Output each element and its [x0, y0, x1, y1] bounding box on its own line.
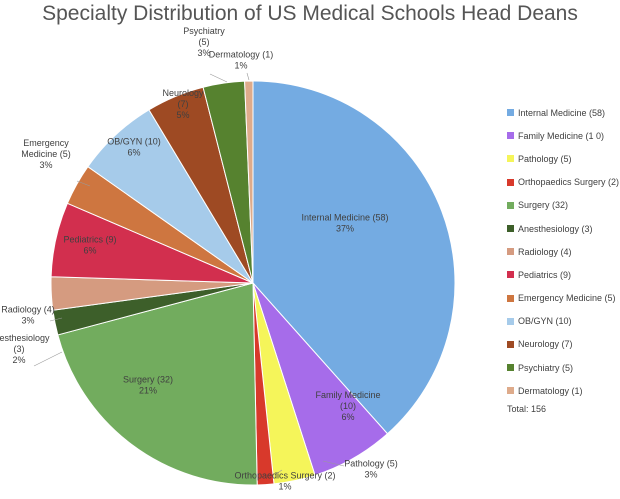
legend-swatch	[507, 340, 514, 348]
legend-label: OB/GYN (10)	[518, 316, 572, 327]
legend-swatch	[507, 364, 514, 372]
leader-line-radiology	[49, 317, 63, 322]
legend-label: Neurology (7)	[518, 339, 573, 350]
legend-label: Emergency Medicine (5)	[518, 293, 616, 304]
legend-item-pediatrics: Pediatrics (9)	[507, 263, 619, 286]
leader-line-pathology	[322, 460, 345, 467]
data-label-pediatrics: Pediatrics (9) 6%	[63, 235, 116, 256]
data-label-ob-gyn: OB/GYN (10) 6%	[107, 137, 161, 158]
legend-item-radiology: Radiology (4)	[507, 240, 619, 263]
legend-label: Pathology (5)	[518, 153, 572, 164]
pie-chart: Internal Medicine (58) 37% Family Medicine…	[0, 26, 456, 492]
legend-item-surgery: Surgery (32)	[507, 194, 619, 217]
data-label-dermatology: Dermatology (1) 1%	[209, 50, 274, 71]
leader-line-psychiatry	[209, 73, 228, 83]
legend-item-neurology: Neurology (7)	[507, 333, 619, 356]
legend-swatch	[507, 201, 514, 209]
data-label-neurology: Neurology (7) 5%	[162, 88, 204, 120]
data-label-anesthesiology: Anesthesiology(3)2%	[0, 333, 50, 365]
data-label-psychiatry: Psychiatry (5) 3%	[183, 26, 225, 58]
data-label-radiology: Radiology (4) 3%	[1, 305, 55, 326]
legend-swatch	[507, 178, 514, 186]
legend-swatch	[507, 225, 514, 233]
leader-line-emergency-medicine	[76, 180, 91, 187]
legend-item-emergency-medicine: Emergency Medicine (5)	[507, 287, 619, 310]
legend-label: Anesthesiology (3)	[518, 223, 593, 234]
legend-swatch	[507, 248, 514, 256]
pie-slice-internal-medicine	[252, 80, 456, 435]
data-label-internal-medicine: Internal Medicine (58) 37%	[301, 213, 388, 234]
legend-label: Surgery (32)	[518, 200, 569, 211]
leader-line-orthopaedics-surgery	[275, 469, 283, 475]
leader-line-dermatology	[246, 72, 250, 81]
data-label-emergency-medicine: Emergency Medicine (5) 3%	[21, 138, 71, 170]
leader-line-anesthesiology	[33, 351, 63, 367]
data-label-surgery: Surgery (32) 21%	[123, 375, 173, 396]
legend-item-pathology: Pathology (5)	[507, 147, 619, 170]
legend: Internal Medicine (58) Family Medicine (1…	[507, 101, 619, 414]
legend-item-anesthesiology: Anesthesiology (3)	[507, 217, 619, 240]
legend-swatch	[507, 387, 514, 395]
legend-item-internal-medicine: Internal Medicine (58)	[507, 101, 619, 124]
legend-label: Family Medicine (1 0)	[518, 130, 605, 141]
pie-slice-surgery	[57, 282, 258, 486]
chart-title: Specialty Distribution of US Medical Sch…	[42, 2, 578, 25]
legend-item-family-medicine: Family Medicine (1 0)	[507, 124, 619, 147]
legend-swatch	[507, 271, 514, 279]
legend-label: Internal Medicine (58)	[518, 107, 606, 118]
legend-label: Psychiatry (5)	[518, 362, 574, 373]
legend-label: Orthopaedics Surgery (2)	[518, 177, 620, 188]
legend-item-orthopaedics-surgery: Orthopaedics Surgery (2)	[507, 171, 619, 194]
legend-label: Dermatology (1)	[518, 385, 583, 396]
legend-swatch	[507, 155, 514, 163]
legend-swatch	[507, 294, 514, 302]
data-label-orthopaedics-surgery: Orthopaedics Surgery (2) 1%	[234, 471, 335, 492]
data-label-pathology: Pathology (5) 3%	[344, 459, 398, 480]
legend-label: Pediatrics (9)	[518, 269, 572, 280]
legend-item-psychiatry: Psychiatry (5)	[507, 356, 619, 379]
legend-swatch	[507, 132, 514, 140]
legend-swatch	[507, 109, 514, 117]
legend-label: Radiology (4)	[518, 246, 572, 257]
data-label-family-medicine: Family Medicine (10) 6%	[315, 390, 380, 422]
legend-swatch	[507, 317, 514, 325]
legend-item-dermatology: Dermatology (1)	[507, 379, 619, 402]
pie-slice-dermatology	[244, 80, 254, 284]
legend-item-ob-gyn: OB/GYN (10)	[507, 310, 619, 333]
legend-total: Total: 156	[507, 404, 547, 415]
